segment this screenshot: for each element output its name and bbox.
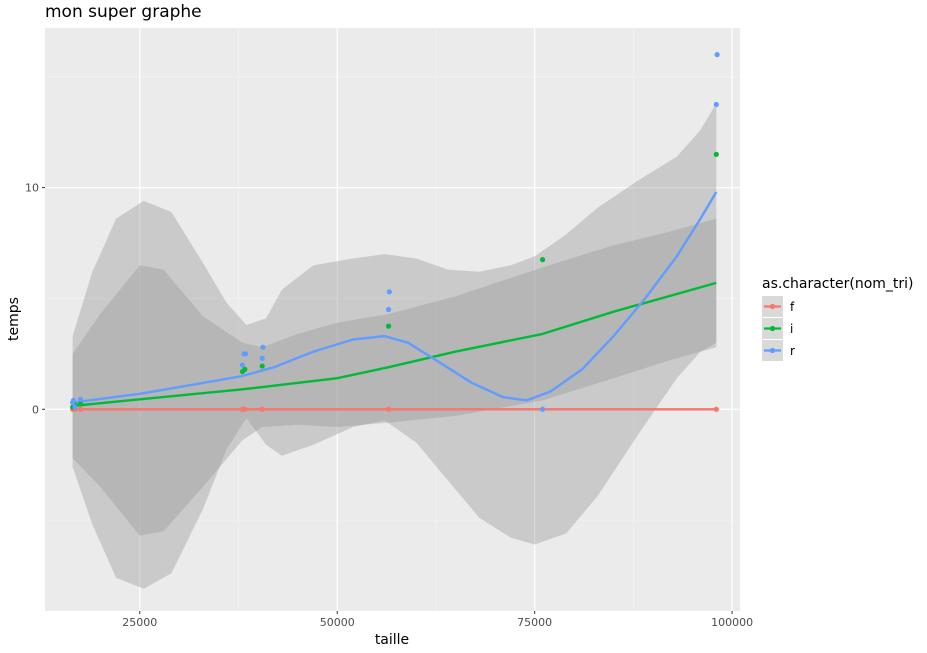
data-point-r (70, 397, 77, 404)
y-tick-label: 0 (32, 403, 39, 416)
legend-point-r (769, 347, 776, 354)
data-point-i (77, 401, 84, 407)
data-point-r (386, 289, 392, 295)
x-tick-label: 25000 (122, 616, 157, 629)
data-point-r (259, 355, 265, 361)
data-point-r (385, 306, 392, 313)
data-point-i (539, 257, 546, 263)
data-point-r (243, 351, 249, 357)
smooth-line-i (72, 281, 717, 408)
data-point-f (259, 406, 265, 412)
x-tick-label: 50000 (320, 616, 355, 629)
x-tick-label: 100000 (711, 616, 753, 629)
data-point-f (385, 406, 392, 412)
legend: fir (762, 296, 795, 361)
legend-label-i: i (790, 322, 793, 336)
data-point-r (239, 362, 246, 368)
data-point-i (713, 151, 719, 157)
data-point-r (539, 406, 546, 412)
x-axis: 25000 50000 75000 100000 (122, 611, 753, 629)
smooth-lines (72, 191, 718, 411)
smooth-line-r (72, 191, 718, 404)
data-point-r (72, 404, 78, 410)
legend-title: as.character(nom_tri) (762, 276, 914, 292)
data-point-f (713, 406, 719, 412)
data-point-r (713, 101, 719, 108)
y-axis: 0 10 (25, 182, 45, 416)
legend-label-r: r (790, 344, 795, 358)
legend-point-f (769, 303, 776, 310)
chart-title: mon super graphe (45, 2, 202, 22)
plot-panel (45, 28, 740, 611)
data-point-i (259, 363, 265, 369)
y-tick-label: 10 (25, 182, 39, 195)
data-point-f (77, 406, 84, 412)
legend-point-i (769, 325, 776, 332)
band-i (72, 218, 717, 536)
data-points (70, 52, 720, 412)
data-point-f (242, 406, 248, 412)
band-r (72, 103, 717, 589)
data-point-r (77, 396, 84, 402)
data-point-r (714, 52, 720, 58)
minor-gridlines (45, 28, 740, 611)
y-axis-title: temps (6, 297, 22, 341)
x-tick-label: 75000 (517, 616, 552, 629)
x-axis-title: taille (375, 632, 409, 648)
data-point-i (385, 323, 392, 329)
data-point-r (260, 344, 266, 350)
legend-label-f: f (790, 300, 795, 314)
data-point-i (242, 366, 248, 372)
